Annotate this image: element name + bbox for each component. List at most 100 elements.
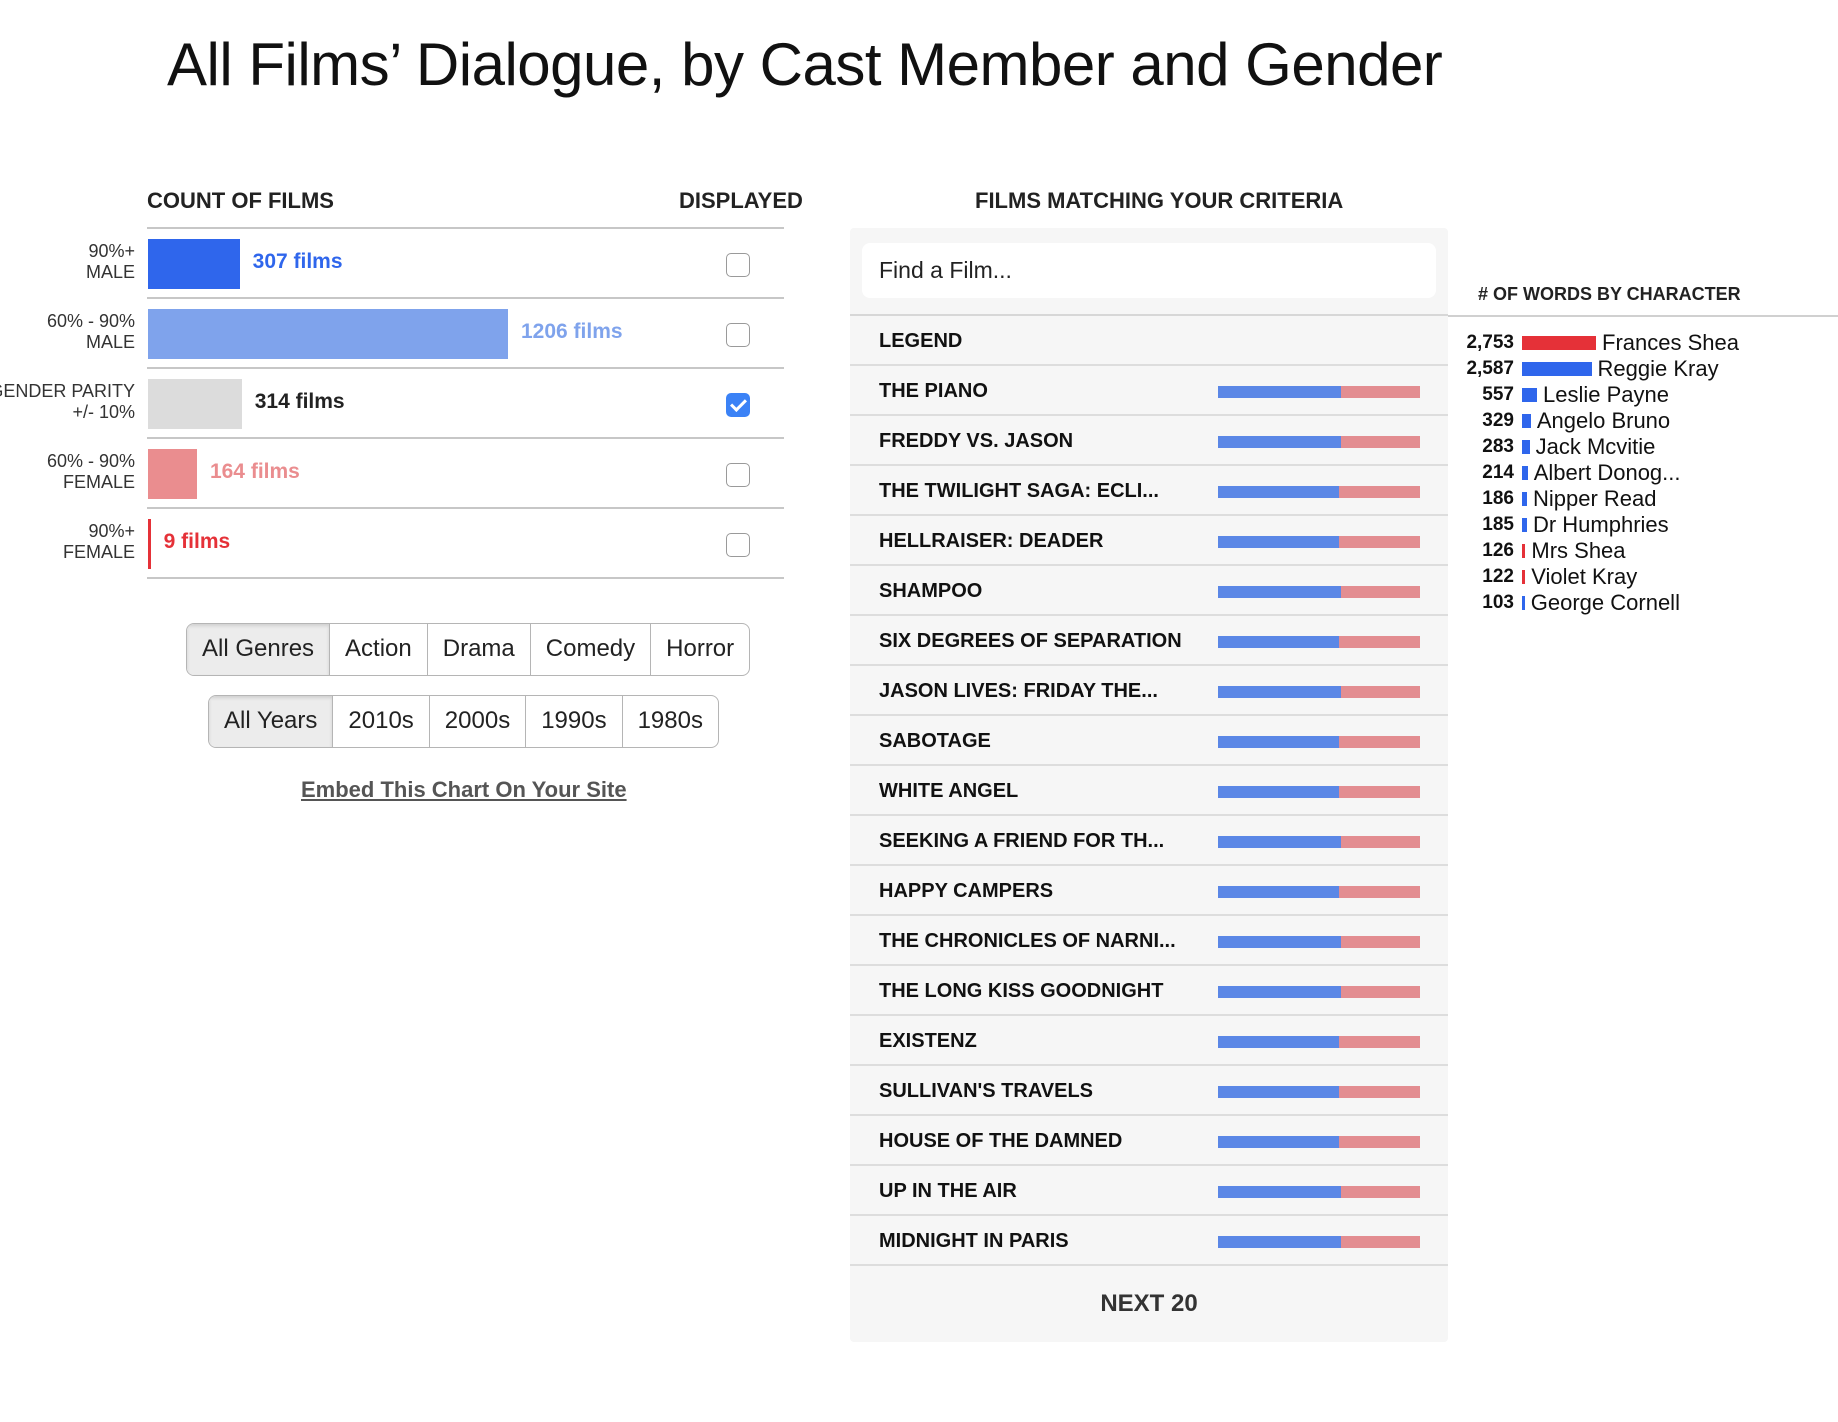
genre-button-all-genres[interactable]: All Genres — [187, 624, 330, 675]
film-row[interactable]: THE CHRONICLES OF NARNI... — [850, 916, 1448, 966]
film-gender-bar — [1218, 636, 1420, 648]
year-button-all-years[interactable]: All Years — [209, 696, 333, 747]
next-20-button[interactable]: NEXT 20 — [1100, 1290, 1198, 1317]
year-button-1980s[interactable]: 1980s — [621, 696, 718, 747]
legend-label: LEGEND — [879, 330, 963, 352]
year-button-2010s[interactable]: 2010s — [332, 696, 428, 747]
year-button-2000s[interactable]: 2000s — [428, 696, 525, 747]
film-row[interactable]: THE PIANO — [850, 366, 1448, 416]
genre-button-action[interactable]: Action — [329, 624, 427, 675]
male-share-segment — [1218, 786, 1339, 798]
film-row[interactable]: UP IN THE AIR — [850, 1166, 1448, 1216]
embed-chart-link[interactable]: Embed This Chart On Your Site — [301, 777, 627, 802]
character-name: Angelo Bruno — [1536, 408, 1671, 433]
film-row[interactable]: FREDDY VS. JASON — [850, 416, 1448, 466]
female-share-segment — [1339, 536, 1420, 548]
year-button-1990s[interactable]: 1990s — [525, 696, 621, 747]
male-share-segment — [1218, 486, 1339, 498]
film-count-label: 307 films — [252, 250, 343, 273]
word-count: 2,753 — [1466, 332, 1514, 353]
character-row: 283 Jack Mcvitie — [1440, 434, 1838, 460]
row-divider — [147, 367, 784, 369]
character-name: George Cornell — [1530, 590, 1680, 615]
film-count-bar — [148, 309, 508, 359]
word-count-bar — [1522, 362, 1592, 376]
row-divider — [147, 437, 784, 439]
film-row[interactable]: SABOTAGE — [850, 716, 1448, 766]
distribution-row[interactable]: GENDER PARITY +/- 10% 314 films — [0, 369, 790, 439]
film-row[interactable]: SIX DEGREES OF SEPARATION — [850, 616, 1448, 666]
film-row[interactable]: JASON LIVES: FRIDAY THE... — [850, 666, 1448, 716]
row-divider — [147, 297, 784, 299]
film-gender-bar — [1218, 886, 1420, 898]
character-row: 126 Mrs Shea — [1440, 538, 1838, 564]
character-row: 2,753 Frances Shea — [1440, 330, 1838, 356]
genre-button-horror[interactable]: Horror — [650, 624, 749, 675]
film-title: THE CHRONICLES OF NARNI... — [879, 930, 1176, 952]
distribution-row[interactable]: 90%+ FEMALE 9 films — [0, 509, 790, 579]
word-count-bar — [1522, 414, 1531, 428]
row-divider — [147, 577, 784, 579]
displayed-checkbox[interactable] — [726, 323, 750, 347]
genre-button-drama[interactable]: Drama — [426, 624, 530, 675]
film-title: FREDDY VS. JASON — [879, 430, 1074, 452]
film-row[interactable]: WHITE ANGEL — [850, 766, 1448, 816]
label-line-2: FEMALE — [62, 542, 135, 562]
film-row[interactable]: SULLIVAN'S TRAVELS — [850, 1066, 1448, 1116]
page-title: All Films’ Dialogue, by Cast Member and … — [167, 31, 1443, 98]
distribution-row[interactable]: 90%+ MALE 307 films — [0, 229, 790, 299]
word-count-bar — [1522, 492, 1527, 506]
character-row: 186 Nipper Read — [1440, 486, 1838, 512]
film-row[interactable]: HELLRAISER: DEADER — [850, 516, 1448, 566]
film-row[interactable]: SEEKING A FRIEND FOR TH... — [850, 816, 1448, 866]
distribution-row[interactable]: 60% - 90% MALE 1206 films — [0, 299, 790, 369]
label-line-1: 60% - 90% — [46, 451, 135, 471]
displayed-checkbox[interactable] — [726, 533, 750, 557]
female-share-segment — [1339, 1086, 1420, 1098]
label-line-2: FEMALE — [62, 472, 135, 492]
film-title: HOUSE OF THE DAMNED — [879, 1130, 1123, 1152]
female-share-segment — [1339, 636, 1420, 648]
displayed-checkbox[interactable] — [726, 393, 750, 417]
film-row[interactable]: THE TWILIGHT SAGA: ECLI... — [850, 466, 1448, 516]
film-row[interactable]: MIDNIGHT IN PARIS — [850, 1216, 1448, 1266]
film-row[interactable]: HAPPY CAMPERS — [850, 866, 1448, 916]
film-count-bar — [148, 379, 242, 429]
character-name: Frances Shea — [1602, 330, 1739, 355]
male-share-segment — [1218, 1136, 1339, 1148]
distribution-row-label: 60% - 90% MALE — [47, 311, 135, 353]
film-title: THE PIANO — [879, 380, 988, 402]
character-row: 122 Violet Kray — [1440, 564, 1838, 590]
female-share-segment — [1341, 836, 1420, 848]
film-gender-bar — [1218, 836, 1420, 848]
word-count: 283 — [1482, 436, 1514, 457]
film-title: SHAMPOO — [879, 580, 983, 602]
word-count-bar — [1522, 466, 1528, 480]
genre-button-comedy[interactable]: Comedy — [529, 624, 650, 675]
word-count-bar — [1522, 518, 1527, 532]
male-share-segment — [1218, 836, 1341, 848]
film-row[interactable]: EXISTENZ — [850, 1016, 1448, 1066]
film-title: EXISTENZ — [879, 1030, 977, 1052]
male-share-segment — [1218, 1186, 1341, 1198]
word-count: 185 — [1482, 514, 1514, 535]
character-row: 214 Albert Donog... — [1440, 460, 1838, 486]
displayed-checkbox[interactable] — [726, 463, 750, 487]
male-share-segment — [1218, 686, 1341, 698]
distribution-row[interactable]: 60% - 90% FEMALE 164 films — [0, 439, 790, 509]
film-title: JASON LIVES: FRIDAY THE... — [879, 680, 1158, 702]
film-gender-bar — [1218, 586, 1420, 598]
word-count: 103 — [1482, 592, 1514, 613]
female-share-segment — [1339, 486, 1420, 498]
film-search-input[interactable] — [862, 243, 1436, 298]
word-count: 186 — [1482, 488, 1514, 509]
male-share-segment — [1218, 386, 1341, 398]
film-gender-bar — [1218, 1236, 1420, 1248]
film-row[interactable]: SHAMPOO — [850, 566, 1448, 616]
film-row[interactable]: THE LONG KISS GOODNIGHT — [850, 966, 1448, 1016]
displayed-checkbox[interactable] — [726, 253, 750, 277]
film-title: SIX DEGREES OF SEPARATION — [879, 630, 1182, 652]
film-row[interactable]: HOUSE OF THE DAMNED — [850, 1116, 1448, 1166]
count-of-films-header: COUNT OF FILMS — [147, 188, 334, 213]
male-share-segment — [1218, 886, 1339, 898]
